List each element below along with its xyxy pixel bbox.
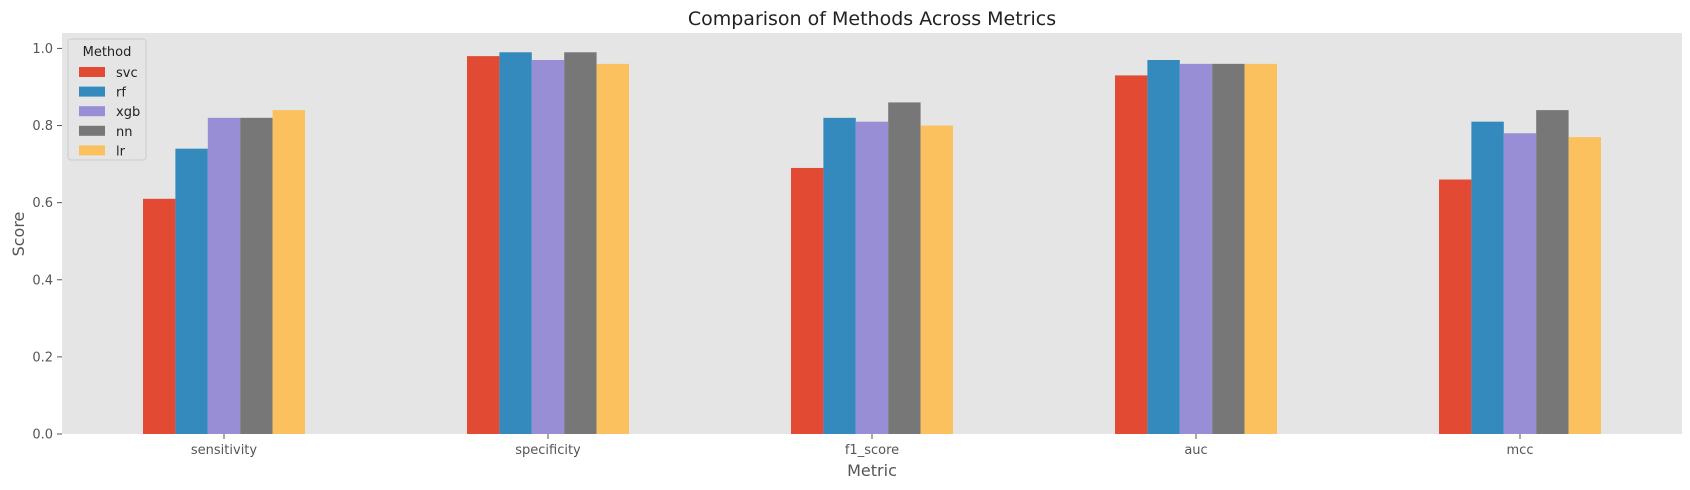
y-axis-label: Score (9, 212, 28, 257)
bar-rf-specificity (499, 52, 532, 434)
bar-rf-mcc (1471, 121, 1504, 435)
bar-xgb-sensitivity (207, 117, 241, 434)
bar-nn-f1_score (888, 102, 921, 435)
y-tick-label: 0.8 (32, 119, 53, 134)
y-tick-label: 0.4 (32, 273, 53, 288)
bar-nn-auc (1212, 63, 1245, 434)
legend-label-rf: rf (116, 86, 126, 101)
bar-lr-f1_score (920, 125, 953, 434)
bar-svc-sensitivity (143, 198, 176, 434)
x-tick-label: auc (1184, 443, 1207, 458)
legend-label-svc: svc (116, 66, 138, 81)
bar-svc-mcc (1439, 179, 1472, 434)
x-tick-label: sensitivity (191, 443, 258, 458)
bar-xgb-specificity (531, 59, 565, 435)
bars-group (143, 52, 1601, 435)
legend-label-lr: lr (116, 144, 126, 159)
y-tick-label: 0.0 (32, 428, 53, 443)
x-axis: sensitivity specificity f1_score auc mcc (191, 434, 1534, 458)
bar-xgb-f1_score (855, 121, 889, 435)
bar-xgb-mcc (1503, 133, 1537, 434)
legend-swatch-rf (79, 86, 105, 97)
bar-lr-specificity (596, 63, 629, 434)
y-tick-label: 0.6 (32, 196, 53, 211)
y-tick-label: 1.0 (32, 42, 53, 57)
legend-items: svc rf xgb nn lr (79, 66, 140, 159)
y-tick-label: 0.2 (32, 350, 53, 365)
legend-swatch-xgb (79, 106, 105, 117)
x-axis-label: Metric (847, 461, 897, 480)
legend-swatch-svc (79, 67, 105, 77)
bar-svc-specificity (467, 56, 500, 434)
y-axis: 0.0 0.2 0.4 0.6 0.8 1.0 (32, 42, 62, 443)
legend-label-nn: nn (116, 125, 132, 140)
bar-xgb-auc (1179, 63, 1213, 434)
x-tick-label: f1_score (845, 443, 899, 458)
legend-swatch-nn (79, 125, 105, 136)
bar-rf-f1_score (823, 117, 856, 434)
legend: Method svc rf xgb nn lr (67, 38, 147, 161)
bar-lr-auc (1244, 63, 1277, 434)
bar-svc-f1_score (791, 167, 824, 434)
bar-rf-sensitivity (175, 148, 208, 435)
legend-title: Method (83, 45, 132, 60)
x-tick-label: mcc (1507, 443, 1534, 458)
bar-rf-auc (1147, 59, 1180, 435)
bar-lr-sensitivity (272, 110, 305, 435)
legend-label-xgb: xgb (116, 105, 140, 120)
bar-nn-specificity (564, 52, 597, 434)
chart-title: Comparison of Methods Across Metrics (688, 8, 1056, 30)
bar-svc-auc (1115, 75, 1148, 434)
x-tick-label: specificity (515, 443, 581, 458)
bar-nn-sensitivity (240, 117, 273, 434)
legend-swatch-lr (79, 145, 105, 156)
bar-nn-mcc (1536, 110, 1569, 435)
bar-lr-mcc (1568, 137, 1601, 435)
